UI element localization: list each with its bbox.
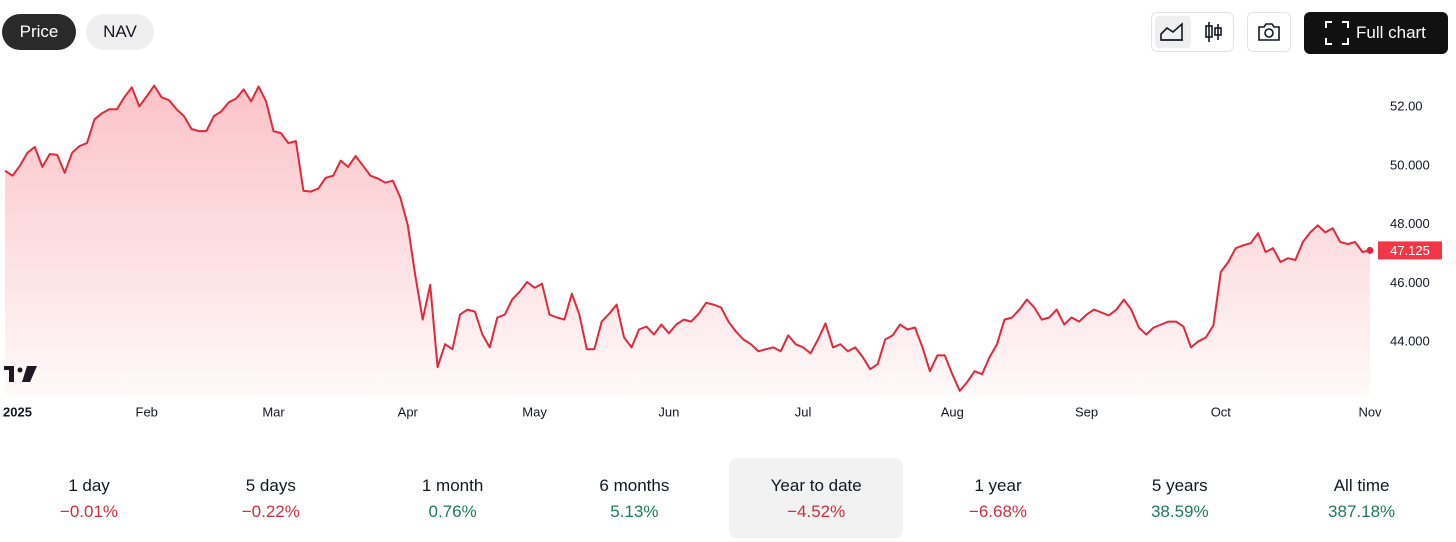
period-button[interactable]: 6 months 5.13% — [547, 458, 721, 538]
y-tick-label: 50.000 — [1390, 157, 1430, 172]
y-tick-label: 48.000 — [1390, 216, 1430, 231]
period-change: −4.52% — [787, 502, 846, 521]
price-tab[interactable]: Price — [2, 14, 76, 50]
period-button[interactable]: All time 387.18% — [1275, 458, 1449, 538]
x-tick-label: Oct — [1211, 404, 1232, 419]
period-label: All time — [1333, 476, 1390, 495]
period-label: 1 year — [974, 476, 1022, 495]
period-change: −6.68% — [968, 502, 1028, 521]
camera-icon — [1258, 23, 1280, 41]
chart-type-group — [1151, 12, 1234, 52]
period-label: 5 days — [245, 476, 296, 495]
last-price-box — [1378, 241, 1442, 260]
x-tick-label: Mar — [262, 404, 285, 419]
fullscreen-icon — [1325, 21, 1349, 45]
period-change: −0.01% — [59, 502, 119, 521]
chart-type-icons — [1155, 16, 1222, 48]
x-tick-label: May — [522, 404, 547, 419]
period-change: −0.22% — [241, 502, 300, 521]
x-tick-label: Feb — [136, 404, 158, 419]
x-tick-label: Aug — [941, 404, 964, 419]
period-label: 1 month — [421, 476, 484, 495]
y-tick-label: 52.00 — [1390, 99, 1423, 114]
last-point — [1366, 246, 1374, 254]
snapshot-button[interactable] — [1247, 12, 1291, 52]
period-label: Year to date — [770, 476, 862, 495]
last-price-label: 47.125 — [1390, 243, 1430, 258]
chart: 52.00 50.000 48.000 46.000 44.000 2025 Feb Mar A… — [3, 84, 1442, 419]
period-change: 5.13% — [610, 502, 659, 521]
period-change: 0.76% — [428, 502, 477, 521]
period-label: 1 day — [68, 476, 110, 495]
period-button[interactable]: 1 month 0.76% — [366, 458, 540, 538]
price-area — [5, 85, 1370, 395]
x-tick-label: Sep — [1075, 404, 1098, 419]
candle-type-button[interactable] — [1205, 22, 1222, 42]
period-button[interactable]: Year to date −4.52% — [729, 458, 904, 538]
y-tick-label: 44.000 — [1390, 334, 1430, 349]
x-tick-label: 2025 — [3, 404, 32, 419]
x-tick-label: Nov — [1358, 404, 1382, 419]
period-button[interactable]: 5 days −0.22% — [184, 458, 358, 538]
period-button[interactable]: 5 years 38.59% — [1093, 458, 1267, 538]
y-tick-label: 46.000 — [1390, 275, 1430, 290]
period-button[interactable]: 1 day −0.01% — [2, 458, 176, 538]
full-chart-label: Full chart — [1356, 23, 1426, 42]
x-tick-label: Jul — [795, 404, 812, 419]
period-button[interactable]: 1 year −6.68% — [911, 458, 1085, 538]
price-line — [4, 84, 1371, 392]
period-change: 38.59% — [1150, 502, 1209, 521]
period-label: 6 months — [599, 476, 670, 495]
x-tick-label: Jun — [658, 404, 679, 419]
period-label: 5 years — [1151, 476, 1208, 495]
nav-tab[interactable]: NAV — [86, 14, 154, 50]
full-chart-button[interactable]: Full chart — [1304, 12, 1448, 54]
x-tick-label: Apr — [398, 404, 419, 419]
period-change: 387.18% — [1328, 502, 1396, 521]
